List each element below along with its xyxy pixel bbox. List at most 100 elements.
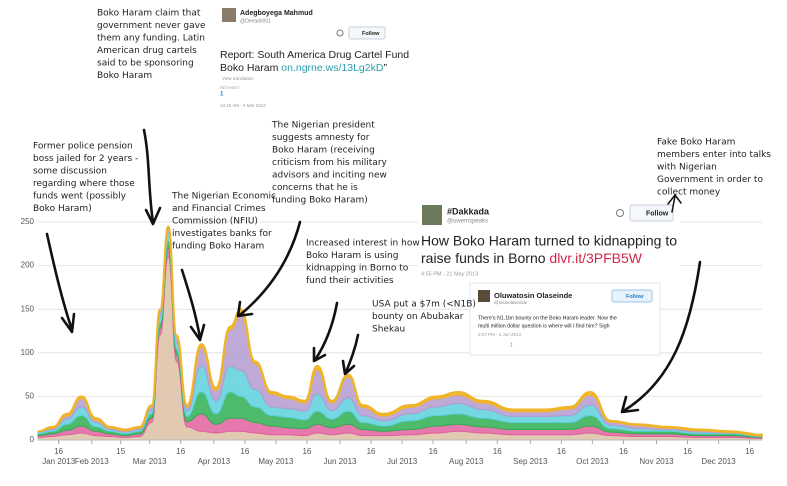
tweet-text: How Boko Haram turned to kidnapping to [421, 233, 677, 249]
annotation-line: Boko Haram (receiving [272, 146, 375, 156]
gear-icon[interactable] [336, 29, 344, 37]
tweet-time: 4:55 PM - 21 May 2013 [421, 271, 478, 277]
arrow [341, 333, 360, 376]
x-tick-label: 16 [557, 447, 566, 456]
retweet-count: 1 [510, 342, 513, 348]
annotation-line: Government in order to [657, 175, 763, 185]
tweet: Oluwatosin Olaseinde @tosinolaseinde Fol… [469, 282, 661, 356]
tweet-text: raise funds in Borno [421, 250, 549, 266]
annotation-line: bounty on Abubakar [372, 312, 464, 322]
tweet-card [218, 5, 390, 112]
tweet-link[interactable]: on.ngrne.ws/13Lg2kD [281, 62, 384, 74]
view-translation[interactable]: View translation [222, 76, 254, 81]
follow-label: Follow [626, 294, 644, 300]
x-tick-label: Aug 2013 [449, 457, 484, 466]
annotation-line: suggests amnesty for [272, 133, 370, 143]
annotation-line: USA put a $7m (<N1B) [372, 300, 476, 310]
tweet-text: multi million dollar question is where w… [478, 323, 610, 329]
y-tick-label: 0 [30, 435, 35, 444]
annotation-line: Boko Haram claim that [97, 9, 201, 19]
tweet-text: Boko Haram [220, 62, 281, 74]
follow-button[interactable] [629, 204, 674, 222]
avatar [222, 8, 236, 22]
tweet-text: raise funds in Borno dlvr.it/3PFB5W [421, 250, 643, 266]
annotation-line: concerns that he is [272, 183, 358, 193]
arrow [180, 268, 206, 342]
tweet-text: There's N1.1bn bounty on the Boko Haram … [478, 315, 617, 321]
x-tick-label: Apr 2013 [198, 457, 231, 466]
follow-button[interactable] [611, 289, 653, 303]
annotation-line: Shekau [372, 325, 405, 335]
x-tick-label: 16 [176, 447, 185, 456]
annotation-line: said to be sponsoring [97, 59, 194, 69]
tweet-handle: @uwemspeaks [447, 219, 488, 225]
x-tick-label: Jan 2013 [42, 457, 75, 466]
annotation-line: fund their activities [306, 276, 394, 286]
annotation-line: investigates banks for [172, 229, 272, 239]
x-tick-label: 16 [745, 447, 754, 456]
retweet-count: 1 [220, 92, 224, 98]
x-tick-label: 16 [493, 447, 502, 456]
annotation-line: members enter into talks [657, 150, 771, 160]
area-series [37, 225, 763, 437]
x-tick-label: Nov 2013 [639, 457, 674, 466]
annotation-line: American drug cartels [97, 46, 197, 56]
x-tick-label: 16 [302, 447, 311, 456]
tweet-text: ” [383, 62, 387, 74]
annotation-line: Commission (NFIU) [172, 217, 258, 227]
y-tick-label: 100 [21, 348, 35, 357]
arrow [45, 232, 76, 334]
x-tick-label: Mar 2013 [133, 457, 167, 466]
annotation-line: government never gave [97, 21, 206, 31]
annotation-line: collect money [657, 188, 721, 198]
tweet-link[interactable]: dlvr.it/3PFB5W [549, 250, 642, 266]
annotation-line: boss jailed for 2 years - [33, 154, 138, 164]
gear-icon[interactable] [616, 209, 624, 217]
tweet: Adegboyega Mahmud @Deeaah001 Follow Repo… [218, 5, 409, 112]
arrow [236, 220, 302, 318]
y-tick-label: 50 [25, 392, 34, 401]
annotation-line: regarding where those [33, 179, 135, 189]
x-tick-label: 16 [683, 447, 692, 456]
tweet-name: Oluwatosin Olaseinde [494, 291, 572, 300]
follow-button[interactable] [348, 26, 386, 40]
annotation-line: Boko Haram is using [306, 251, 398, 261]
annotation-line: them any funding. Latin [97, 34, 205, 44]
annotation-line: advisors and inciting new [272, 171, 387, 181]
annotation-line: and Financial Crimes [172, 204, 266, 214]
follow-label: Follow [362, 31, 380, 37]
annotation-line: Former police pension [33, 142, 133, 152]
y-tick-label: 150 [21, 304, 35, 313]
arrow [667, 194, 682, 213]
annotation-line: with Nigerian [657, 163, 717, 173]
x-tick-label: 16 [367, 447, 376, 456]
retweet-label: RETWEET [220, 85, 240, 90]
x-tick-label: 15 [116, 447, 125, 456]
x-tick-label: May 2013 [258, 457, 294, 466]
annotations: Boko Haram claim that government never ga… [33, 9, 771, 335]
x-tick-label: Jun 2013 [324, 457, 357, 466]
tweet-text: Boko Haram on.ngrne.ws/13Lg2kD” [220, 62, 387, 74]
x-tick-label: Sep 2013 [513, 457, 548, 466]
annotation-line: Boko Haram) [33, 204, 92, 214]
x-tick-label: Oct 2013 [576, 457, 609, 466]
avatar [478, 290, 490, 302]
x-tick-label: 16 [429, 447, 438, 456]
arrows [45, 128, 702, 414]
tweet-time: 10:16 AM - 9 Mar 2013 [220, 103, 266, 108]
annotation-line: some discussion [33, 167, 107, 177]
tweet-text: Report: South America Drug Cartel Fund [220, 49, 409, 61]
tweet-handle: @Deeaah001 [240, 18, 271, 24]
x-tick-label: 16 [240, 447, 249, 456]
y-tick-label: 200 [21, 261, 35, 270]
annotation-line: The Nigerian Economic [171, 192, 276, 202]
annotation-line: kidnapping in Borno to [306, 264, 409, 274]
arrow [142, 128, 162, 226]
annotation-line: funds went (possibly [33, 192, 127, 202]
x-tick-label: Jul 2013 [387, 457, 418, 466]
annotation-line: Boko Haram [97, 71, 152, 81]
tweet-handle: @tosinolaseinde [494, 300, 528, 305]
arrow [620, 260, 702, 414]
tweet-time: 3:07 PM - 4 Jun 2013 [478, 332, 522, 337]
